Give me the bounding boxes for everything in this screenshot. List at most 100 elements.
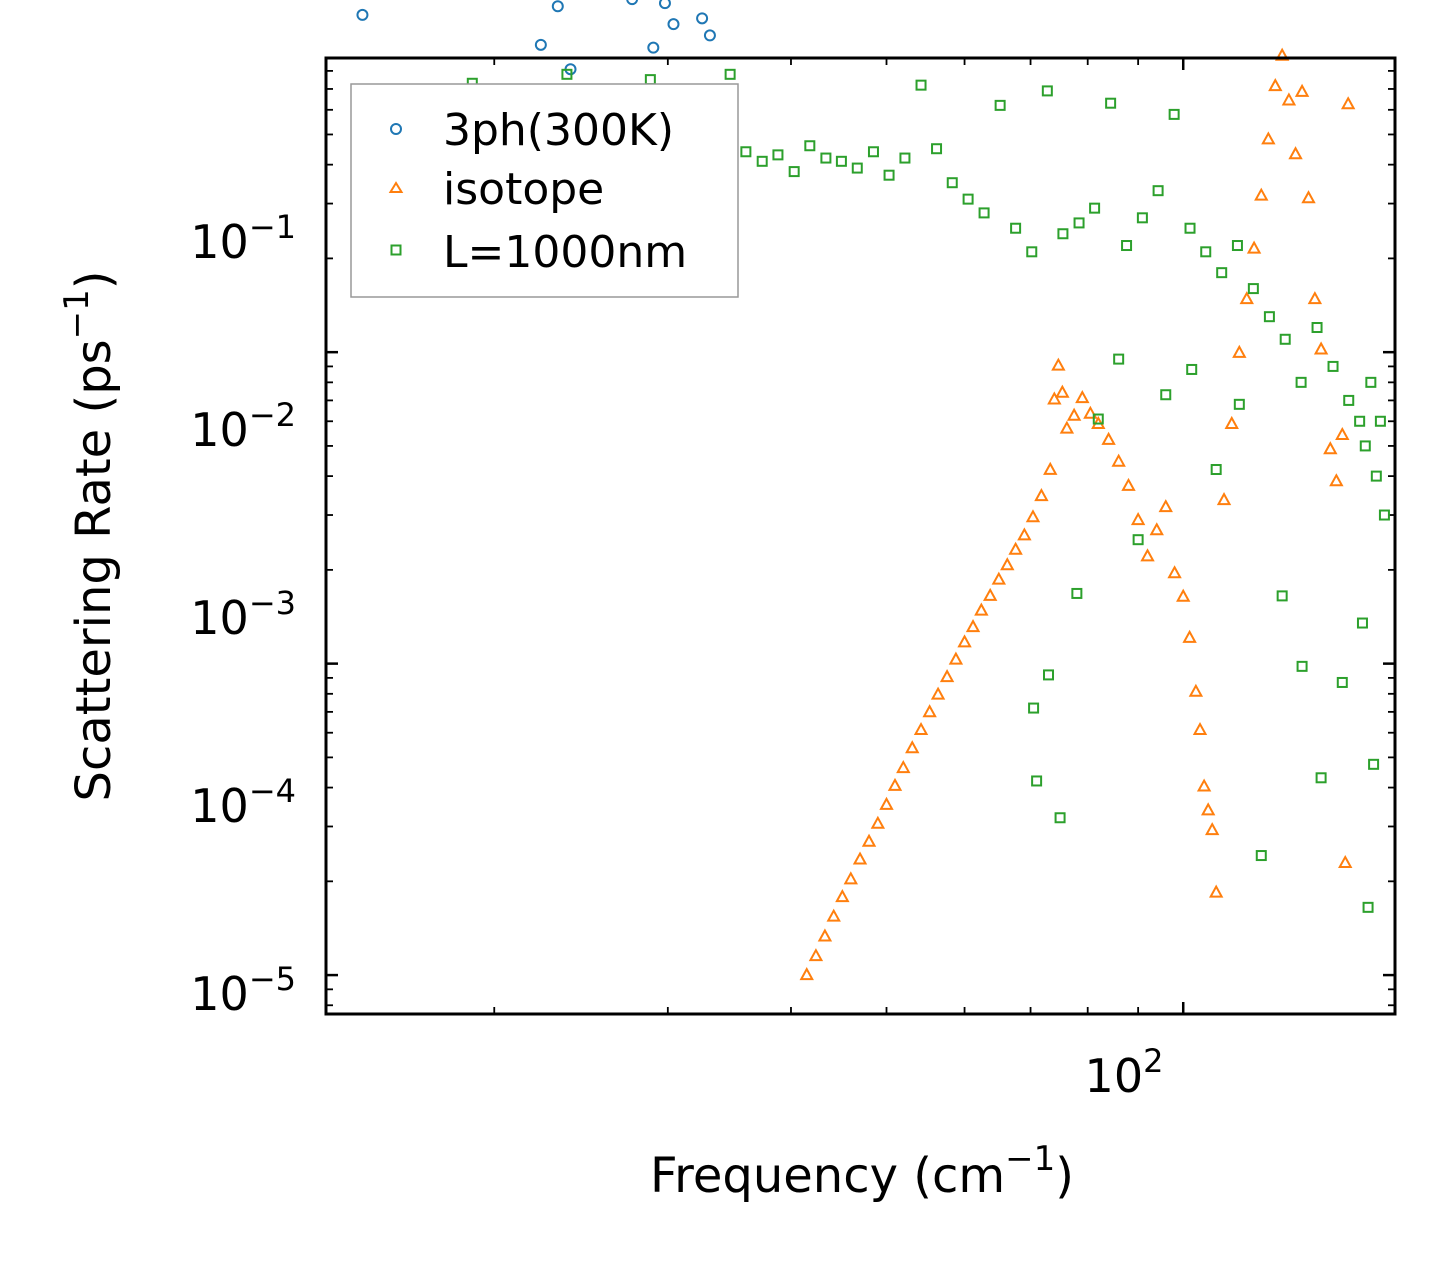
point-square bbox=[1121, 240, 1133, 252]
point-square bbox=[1327, 360, 1339, 372]
point-triangle bbox=[1149, 522, 1164, 536]
legend: 3ph(300K) isotope L=1000nm bbox=[350, 83, 739, 298]
point-square bbox=[1233, 398, 1245, 410]
point-square bbox=[740, 146, 752, 158]
point-triangle bbox=[1025, 509, 1041, 523]
point-triangle bbox=[1083, 405, 1098, 419]
legend-box bbox=[350, 83, 739, 298]
point-triangle bbox=[1307, 291, 1323, 305]
point-triangle bbox=[982, 587, 998, 601]
point-triangle bbox=[1075, 390, 1090, 404]
point-square bbox=[1255, 850, 1267, 862]
point-triangle bbox=[974, 602, 989, 616]
point-square bbox=[1028, 702, 1040, 714]
point-triangle bbox=[1288, 146, 1303, 160]
point-square bbox=[1031, 775, 1043, 787]
point-square bbox=[1026, 246, 1038, 258]
point-square bbox=[788, 166, 800, 178]
point-triangle bbox=[1254, 187, 1269, 201]
point-square bbox=[756, 155, 768, 167]
point-triangle bbox=[1301, 190, 1316, 204]
point-triangle bbox=[1216, 492, 1232, 506]
point-square bbox=[1105, 97, 1117, 109]
point-square bbox=[1296, 660, 1308, 672]
point-triangle bbox=[948, 651, 964, 665]
legend-marker-triangle bbox=[388, 181, 404, 193]
point-square bbox=[867, 146, 879, 158]
point-circle bbox=[647, 41, 660, 54]
point-triangle bbox=[799, 967, 814, 981]
point-square bbox=[899, 152, 911, 164]
plot-frame bbox=[324, 56, 1397, 1016]
point-square bbox=[1043, 669, 1055, 681]
point-square bbox=[1186, 363, 1198, 375]
point-triangle bbox=[1192, 721, 1208, 736]
y-tick-label-1e-3: 10−3 bbox=[190, 584, 296, 645]
point-triangle bbox=[879, 796, 894, 810]
point-square bbox=[1336, 676, 1348, 688]
point-square bbox=[994, 99, 1006, 111]
point-square bbox=[1343, 394, 1355, 406]
point-triangle bbox=[1323, 441, 1338, 455]
point-triangle bbox=[905, 740, 920, 754]
point-triangle bbox=[957, 634, 972, 648]
point-triangle bbox=[1043, 461, 1058, 475]
y-tick-label-1e-2: 10−2 bbox=[190, 396, 296, 457]
point-triangle bbox=[1239, 291, 1254, 305]
point-square bbox=[804, 140, 816, 152]
point-square bbox=[1041, 85, 1053, 97]
point-square bbox=[962, 193, 974, 205]
point-square bbox=[1378, 509, 1390, 521]
point-triangle bbox=[1294, 83, 1310, 97]
point-square bbox=[1071, 587, 1083, 599]
point-triangle bbox=[1130, 512, 1146, 526]
point-triangle bbox=[1340, 96, 1356, 110]
legend-label-isotope: isotope bbox=[443, 164, 604, 215]
x-tick-label-1e2: 102 bbox=[1085, 1042, 1164, 1103]
point-square bbox=[1092, 413, 1104, 425]
point-triangle bbox=[1121, 477, 1136, 491]
point-square bbox=[1279, 333, 1291, 345]
point-triangle bbox=[1188, 683, 1204, 697]
point-triangle bbox=[939, 669, 955, 683]
point-square bbox=[1231, 240, 1243, 252]
point-circle bbox=[356, 8, 369, 21]
point-triangle bbox=[991, 571, 1007, 585]
point-triangle bbox=[922, 704, 937, 718]
legend-label-l1000nm: L=1000nm bbox=[443, 227, 687, 278]
point-square bbox=[724, 68, 736, 80]
point-square bbox=[946, 177, 958, 189]
point-triangle bbox=[896, 760, 911, 774]
point-circle bbox=[534, 38, 547, 51]
point-triangle bbox=[1274, 47, 1290, 61]
point-triangle bbox=[1182, 629, 1197, 643]
point-triangle bbox=[887, 777, 903, 791]
point-square bbox=[1057, 228, 1069, 240]
point-square bbox=[1184, 222, 1196, 234]
y-axis-label: Scattering Rate (ps−1) bbox=[57, 270, 122, 801]
legend-marker-square bbox=[390, 244, 402, 256]
point-square bbox=[1368, 758, 1380, 770]
y-tick-label-1e-5: 10−5 bbox=[190, 960, 296, 1021]
point-triangle bbox=[1051, 357, 1066, 371]
point-triangle bbox=[1335, 426, 1350, 441]
point-circle bbox=[667, 18, 680, 31]
point-square bbox=[1073, 217, 1085, 229]
point-triangle bbox=[1196, 778, 1212, 792]
point-square bbox=[835, 155, 847, 167]
point-triangle bbox=[930, 686, 946, 700]
point-square bbox=[1089, 202, 1101, 214]
point-square bbox=[1054, 812, 1066, 824]
point-square bbox=[978, 207, 990, 219]
x-axis-label: Frequency (cm−1) bbox=[650, 1139, 1074, 1204]
point-triangle bbox=[861, 833, 877, 847]
legend-item-isotope: isotope bbox=[388, 164, 604, 215]
point-square bbox=[1210, 464, 1222, 476]
point-square bbox=[1370, 470, 1382, 482]
point-square bbox=[1374, 415, 1386, 427]
point-square bbox=[1113, 353, 1125, 365]
point-circle bbox=[696, 12, 709, 25]
point-triangle bbox=[870, 815, 886, 829]
